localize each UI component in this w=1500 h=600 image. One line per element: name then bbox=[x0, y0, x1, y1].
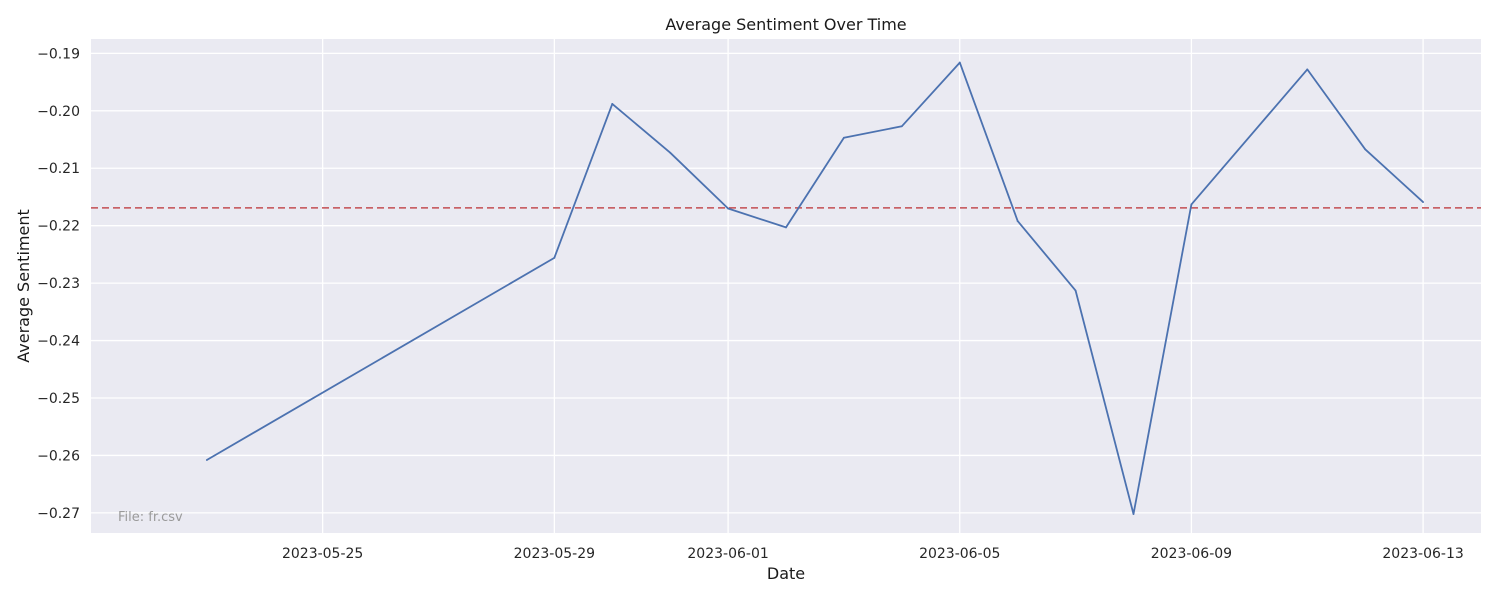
data-point bbox=[1364, 148, 1367, 151]
y-tick-label: −0.23 bbox=[37, 276, 80, 292]
x-tick-label: 2023-06-13 bbox=[1382, 546, 1463, 562]
x-tick-label: 2023-05-29 bbox=[514, 546, 595, 562]
data-point bbox=[553, 256, 556, 259]
x-gridlines bbox=[322, 39, 1424, 533]
file-annotation: File: fr.csv bbox=[118, 510, 183, 525]
data-point bbox=[1190, 203, 1193, 206]
x-axis-label: Date bbox=[767, 564, 805, 583]
x-tick-label: 2023-05-25 bbox=[282, 546, 363, 562]
data-point bbox=[1306, 68, 1309, 71]
y-tick-label: −0.19 bbox=[37, 46, 80, 62]
data-point bbox=[1074, 289, 1077, 292]
y-axis-label: Average Sentiment bbox=[14, 209, 33, 363]
x-tick-label: 2023-06-09 bbox=[1151, 546, 1232, 562]
data-point bbox=[843, 136, 845, 139]
data-point bbox=[1016, 220, 1019, 222]
plot-area bbox=[91, 39, 1481, 533]
y-tick-label: −0.20 bbox=[37, 104, 80, 120]
data-point bbox=[958, 61, 961, 64]
x-tick-label: 2023-06-01 bbox=[687, 546, 768, 562]
y-tick-labels: −0.19 −0.20 −0.21 −0.22 −0.23 −0.24 −0.25 −0.26… bbox=[37, 46, 80, 522]
data-point bbox=[669, 151, 672, 154]
y-tick-label: −0.24 bbox=[37, 334, 80, 350]
x-tick-label: 2023-06-05 bbox=[919, 546, 1000, 562]
data-point bbox=[900, 125, 903, 128]
data-point bbox=[1132, 513, 1135, 515]
y-gridlines bbox=[91, 52, 1481, 514]
data-point bbox=[785, 226, 787, 229]
chart-title: Average Sentiment Over Time bbox=[665, 15, 906, 34]
y-tick-label: −0.22 bbox=[37, 219, 80, 235]
data-point bbox=[1422, 201, 1424, 204]
y-tick-label: −0.27 bbox=[37, 506, 80, 522]
series-group bbox=[205, 61, 1424, 515]
data-point bbox=[205, 459, 208, 461]
y-tick-label: −0.26 bbox=[37, 448, 80, 464]
x-tick-labels: 2023-05-25 2023-05-29 2023-06-01 2023-06-05… bbox=[282, 546, 1464, 562]
y-tick-label: −0.25 bbox=[37, 391, 80, 407]
y-tick-label: −0.21 bbox=[37, 161, 80, 177]
series-line bbox=[206, 61, 1424, 515]
data-point bbox=[727, 207, 729, 210]
data-point bbox=[611, 103, 614, 105]
